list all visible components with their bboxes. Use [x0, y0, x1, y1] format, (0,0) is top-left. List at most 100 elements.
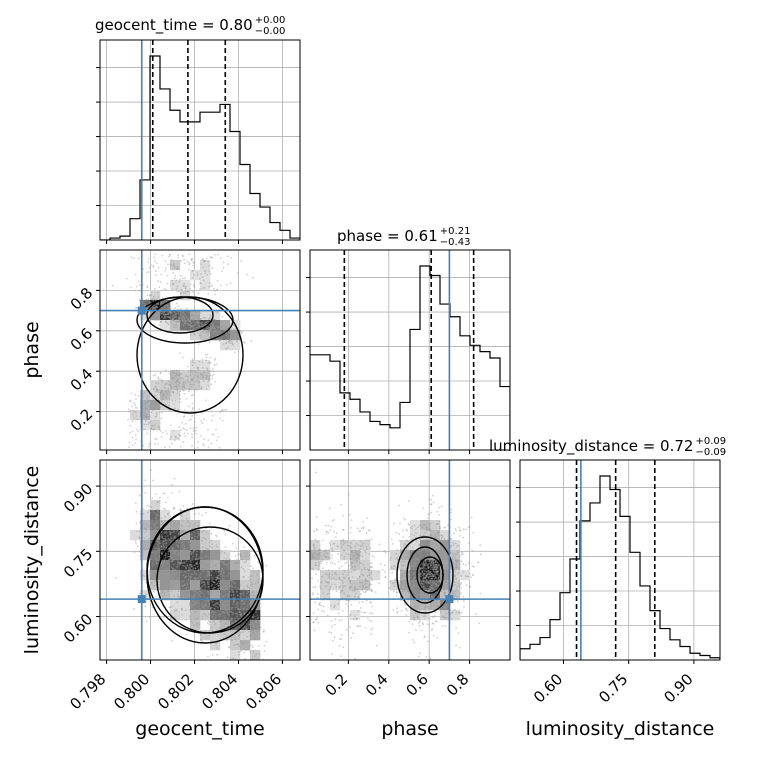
sample-point — [415, 528, 417, 530]
sample-point — [220, 613, 222, 616]
density-cell — [160, 310, 171, 321]
sample-point — [364, 580, 367, 583]
sample-point — [249, 602, 252, 605]
sample-point — [178, 490, 181, 493]
sample-point — [188, 405, 190, 408]
density-cell — [190, 370, 201, 381]
sample-point — [170, 536, 173, 539]
density-cell — [140, 540, 151, 551]
sample-point — [246, 592, 248, 595]
sample-point — [218, 330, 221, 332]
sample-point — [179, 587, 182, 590]
sample-point — [347, 577, 350, 579]
sample-point — [171, 605, 174, 608]
sample-point — [143, 537, 146, 540]
sample-point — [370, 602, 372, 604]
sample-point — [201, 557, 204, 560]
sample-point — [432, 562, 435, 565]
sample-point — [193, 380, 196, 383]
sample-point — [451, 591, 454, 593]
sample-point — [177, 256, 179, 259]
sample-point — [422, 574, 425, 577]
sample-point — [211, 375, 214, 377]
sample-point — [150, 411, 153, 414]
sample-point — [189, 374, 192, 377]
sample-point — [425, 554, 428, 557]
sample-point — [169, 585, 172, 588]
density-cell — [250, 570, 261, 581]
sample-point — [196, 565, 199, 568]
sample-point — [212, 581, 215, 584]
sample-point — [460, 582, 462, 585]
sample-point — [427, 563, 430, 566]
sample-point — [415, 532, 417, 534]
sample-point — [206, 274, 209, 276]
sample-point — [158, 425, 161, 428]
sample-point — [323, 554, 326, 556]
sample-point — [149, 294, 152, 297]
sample-point — [187, 365, 189, 368]
sample-point — [215, 583, 218, 586]
density-cell — [150, 520, 161, 531]
density-cell — [440, 590, 451, 601]
sample-point — [218, 604, 221, 606]
sample-point — [195, 426, 198, 429]
sample-point — [215, 567, 218, 570]
sample-point — [179, 274, 182, 277]
sample-point — [228, 338, 231, 341]
sample-point — [209, 282, 211, 285]
sample-point — [169, 390, 172, 393]
sample-point — [163, 540, 165, 543]
sample-point — [192, 359, 195, 362]
sample-point — [434, 561, 437, 564]
sample-point — [152, 298, 155, 300]
sample-point — [206, 575, 209, 577]
sample-point — [201, 560, 204, 563]
sample-point — [413, 605, 416, 608]
density-cell — [170, 310, 181, 321]
sample-point — [153, 401, 156, 404]
sample-point — [157, 313, 160, 316]
sample-point — [195, 314, 198, 316]
sample-point — [191, 533, 193, 536]
sample-point — [177, 546, 180, 549]
sample-point — [191, 436, 194, 439]
sample-point — [185, 567, 188, 570]
sample-point — [152, 306, 155, 309]
sample-point — [142, 299, 145, 302]
sample-point — [411, 586, 414, 589]
sample-point — [415, 584, 417, 587]
sample-point — [145, 299, 148, 301]
density-cell — [360, 580, 371, 591]
sample-point — [189, 544, 191, 547]
sample-point — [424, 593, 426, 595]
sample-point — [318, 552, 321, 554]
sample-point — [219, 552, 222, 555]
sample-point — [369, 583, 372, 586]
sample-point — [175, 583, 178, 586]
density-cell — [230, 620, 241, 631]
sample-point — [175, 528, 178, 531]
sample-point — [429, 551, 432, 554]
sample-point — [165, 529, 168, 531]
sample-point — [422, 586, 425, 589]
sample-point — [181, 538, 183, 541]
sample-point — [419, 575, 422, 578]
sample-point — [337, 612, 340, 615]
sample-point — [433, 604, 436, 607]
sample-point — [196, 330, 199, 333]
sample-point — [436, 566, 439, 568]
sample-point — [219, 603, 222, 606]
sample-point — [431, 560, 433, 563]
sample-point — [151, 298, 153, 300]
sample-point — [210, 566, 212, 569]
sample-point — [162, 313, 165, 316]
sample-point — [154, 270, 157, 272]
density-cell — [450, 570, 461, 581]
sample-point — [184, 381, 187, 384]
sample-point — [311, 567, 314, 570]
sample-point — [222, 578, 224, 581]
sample-point — [225, 610, 228, 613]
sample-point — [171, 492, 174, 494]
sample-point — [148, 443, 151, 446]
